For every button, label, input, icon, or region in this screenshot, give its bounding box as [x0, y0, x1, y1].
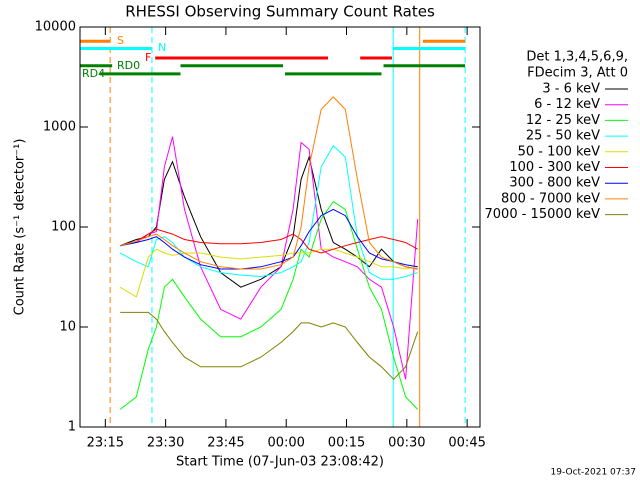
x-tick-label: 00:30	[388, 436, 425, 451]
flag-label: RD4	[82, 67, 105, 80]
series-line	[119, 248, 418, 298]
x-tick-label: 23:30	[147, 436, 184, 451]
flag-label: F	[145, 51, 151, 64]
legend-label: 25 - 50 keV	[526, 129, 600, 144]
series-line	[120, 228, 418, 254]
y-tick-label: 10	[59, 320, 76, 335]
legend-label: 12 - 25 keV	[526, 113, 600, 128]
series-line	[119, 200, 419, 410]
y-tick-label: 100	[51, 220, 76, 235]
y-tick-label: 10000	[35, 20, 76, 35]
y-axis-label: Count Rate (s⁻¹ detector⁻¹)	[13, 139, 28, 316]
x-axis-label: Start Time (07-Jun-03 23:08:42)	[176, 455, 384, 470]
flag-label: RD0	[117, 59, 140, 72]
x-tick-label: 23:15	[87, 436, 124, 451]
x-tick-label: 00:15	[328, 436, 365, 451]
chart-title: RHESSI Observing Summary Count Rates	[125, 3, 435, 21]
series-line	[120, 155, 418, 288]
series-line	[120, 208, 418, 270]
legend-label: 6 - 12 keV	[534, 97, 600, 112]
series-line	[120, 96, 418, 270]
y-tick-label: 1	[68, 420, 76, 435]
series-line	[120, 136, 419, 380]
x-tick-label: 00:45	[448, 436, 485, 451]
legend-header: FDecim 3, Att 0	[527, 66, 628, 81]
x-tick-label: 23:45	[207, 436, 244, 451]
flag-label: S	[117, 34, 124, 47]
series-line	[120, 311, 419, 381]
legend-label: 50 - 100 keV	[518, 144, 601, 159]
legend-header: Det 1,3,4,5,6,9,	[526, 50, 628, 65]
legend-label: 800 - 7000 keV	[501, 191, 600, 206]
series-line	[119, 144, 418, 280]
x-tick-label: 00:00	[267, 436, 304, 451]
footnote: 19-Oct-2021 07:37	[551, 468, 636, 478]
legend-label: 3 - 6 keV	[542, 82, 600, 97]
flag-label: N	[158, 41, 166, 54]
legend-label: 300 - 800 keV	[509, 176, 600, 191]
y-tick-label: 1000	[43, 120, 76, 135]
legend-label: 7000 - 15000 keV	[485, 207, 601, 222]
legend-label: 100 - 300 keV	[509, 160, 600, 175]
